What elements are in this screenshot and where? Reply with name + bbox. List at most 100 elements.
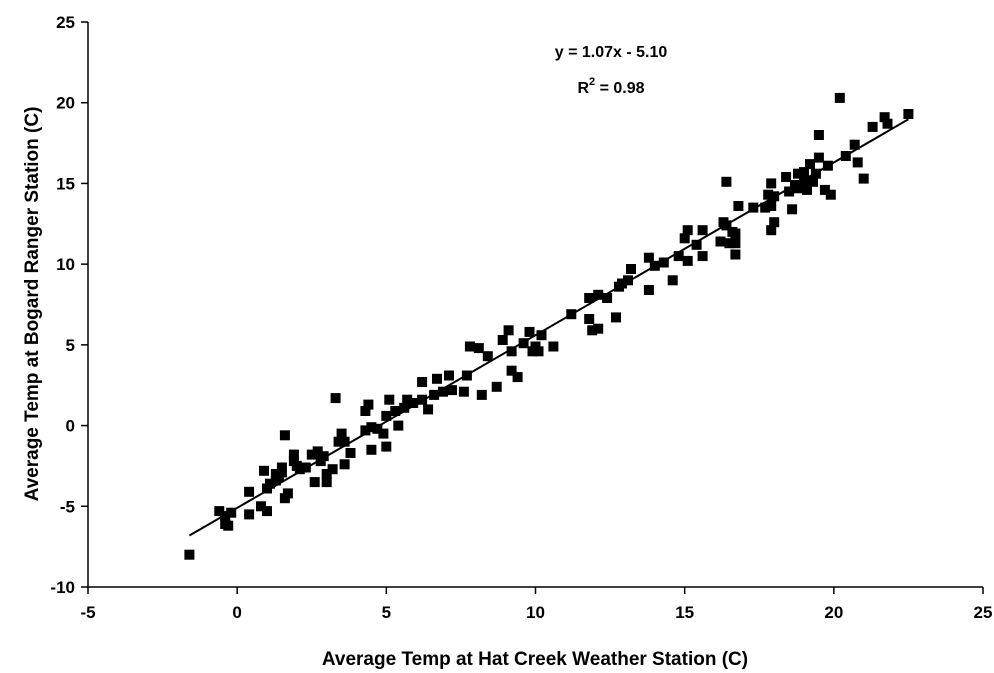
data-point [808, 176, 818, 187]
y-tick-label: -10 [50, 578, 75, 597]
data-point [262, 506, 272, 517]
data-point [819, 184, 830, 195]
axes: -5 0 5 10 15 20 25 -10 -5 0 5 10 15 20 25 [50, 13, 992, 622]
data-point [769, 217, 780, 228]
data-point [256, 501, 266, 512]
data-point [402, 394, 413, 405]
data-point [682, 255, 693, 266]
data-point [333, 436, 344, 447]
data-point [381, 410, 392, 421]
data-point [643, 252, 654, 263]
x-tick-label: 25 [974, 603, 993, 622]
data-point [318, 451, 329, 462]
data-point [327, 464, 338, 475]
data-point [793, 168, 803, 179]
data-point [697, 225, 708, 236]
x-tick-label: 0 [232, 603, 241, 622]
data-point [306, 449, 317, 460]
data-point [649, 260, 660, 271]
data-point [533, 346, 544, 357]
data-point [464, 341, 475, 352]
data-point [584, 293, 595, 303]
data-point [366, 422, 377, 433]
data-point [321, 469, 332, 479]
data-point [339, 436, 350, 447]
data-point [378, 428, 389, 439]
y-tick-label: -5 [60, 497, 75, 516]
x-tick-label: -5 [80, 603, 95, 622]
data-point [643, 285, 654, 295]
data-point [802, 184, 812, 195]
data-point [879, 112, 890, 123]
y-tick-label: 5 [66, 336, 75, 355]
data-point [461, 370, 472, 381]
y-tick-label: 10 [56, 255, 75, 274]
y-tick-label: 20 [56, 94, 75, 113]
data-point [626, 264, 636, 274]
data-point [584, 314, 595, 324]
data-point [476, 389, 487, 400]
data-point [682, 225, 693, 236]
data-point [724, 238, 735, 249]
data-point [805, 159, 815, 170]
data-point [399, 402, 410, 413]
data-point [840, 151, 851, 161]
data-point [184, 549, 195, 560]
data-point [506, 346, 517, 357]
y-tick-label: 0 [66, 417, 75, 436]
data-point [309, 477, 320, 488]
data-point [721, 176, 732, 187]
data-point [721, 220, 732, 231]
data-point [372, 423, 383, 434]
data-point [506, 365, 517, 376]
data-point [715, 236, 726, 247]
data-point [381, 441, 392, 452]
x-tick-label: 15 [675, 603, 694, 622]
data-point [673, 251, 684, 262]
data-point [760, 202, 771, 213]
data-point [593, 289, 604, 300]
data-point [822, 160, 833, 171]
data-point [548, 341, 559, 352]
data-point [799, 175, 809, 186]
data-point [363, 399, 374, 410]
data-point [458, 386, 469, 397]
data-point [697, 251, 708, 262]
data-point [858, 173, 869, 184]
data-point [393, 420, 404, 431]
data-point [679, 233, 690, 244]
data-point [482, 351, 493, 362]
data-point [810, 168, 821, 179]
trend-equation: y = 1.07x - 5.10 [555, 44, 668, 61]
data-point [536, 330, 547, 341]
data-point [813, 130, 824, 140]
data-point [512, 372, 523, 383]
data-point [312, 446, 323, 457]
data-point [282, 488, 293, 499]
data-point [617, 278, 627, 289]
data-point [300, 462, 311, 473]
data-point [748, 202, 759, 213]
data-point [276, 467, 287, 478]
data-point [784, 186, 795, 197]
data-point [787, 204, 798, 215]
data-point [867, 121, 878, 132]
data-point [473, 343, 484, 354]
data-point [423, 404, 434, 415]
y-tick-label: 25 [56, 13, 75, 32]
data-point [781, 172, 792, 182]
data-point [432, 373, 442, 384]
data-point [730, 228, 741, 239]
data-point [733, 201, 744, 211]
data-point [667, 275, 678, 286]
data-point [497, 335, 508, 345]
data-point [825, 189, 836, 200]
data-point [730, 238, 741, 249]
data-point [390, 406, 401, 416]
data-point [524, 326, 535, 337]
data-point [244, 509, 255, 520]
data-point [279, 430, 290, 441]
data-point [691, 239, 702, 250]
data-points [184, 92, 914, 560]
